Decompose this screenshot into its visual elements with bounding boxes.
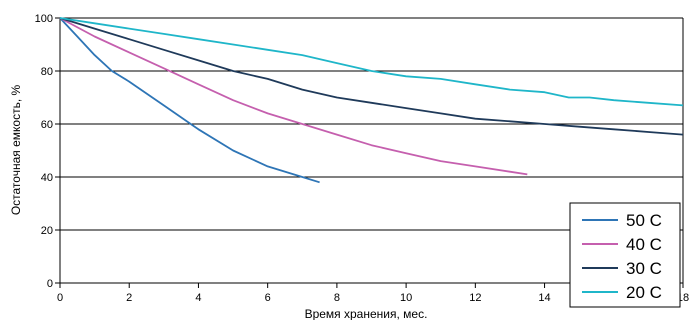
x-tick-label: 14 — [538, 292, 550, 304]
x-axis-title: Время хранения, мес. — [305, 307, 428, 320]
legend-label-3: 30 С — [626, 259, 662, 278]
x-axis-ticks: 024681012141618 — [57, 283, 689, 304]
y-tick-label: 20 — [41, 225, 53, 237]
y-axis-ticks: 0 20 40 60 80 100 — [35, 13, 60, 290]
y-tick-label: 60 — [41, 119, 53, 131]
y-tick-label: 40 — [41, 172, 53, 184]
legend-label-1: 50 С — [626, 211, 662, 230]
legend-label-4: 20 С — [626, 283, 662, 302]
x-tick-label: 6 — [265, 292, 271, 304]
x-tick-label: 12 — [469, 292, 481, 304]
y-tick-label: 0 — [47, 278, 53, 290]
series-line-4 — [59, 17, 684, 107]
y-tick-label: 80 — [41, 66, 53, 78]
series-lines — [59, 17, 684, 184]
x-tick-label: 4 — [195, 292, 201, 304]
series-line-2 — [59, 17, 528, 176]
series-line-3 — [59, 17, 684, 136]
x-tick-label: 2 — [126, 292, 132, 304]
legend: 50 С 40 С 30 С 20 С — [569, 202, 681, 308]
y-axis-title: Остаточная емкость, % — [9, 85, 23, 216]
x-tick-label: 0 — [57, 292, 63, 304]
x-tick-label: 10 — [400, 292, 412, 304]
series-line-1 — [59, 17, 320, 184]
y-tick-label: 100 — [35, 13, 53, 25]
legend-label-2: 40 С — [626, 235, 662, 254]
x-tick-label: 8 — [334, 292, 340, 304]
